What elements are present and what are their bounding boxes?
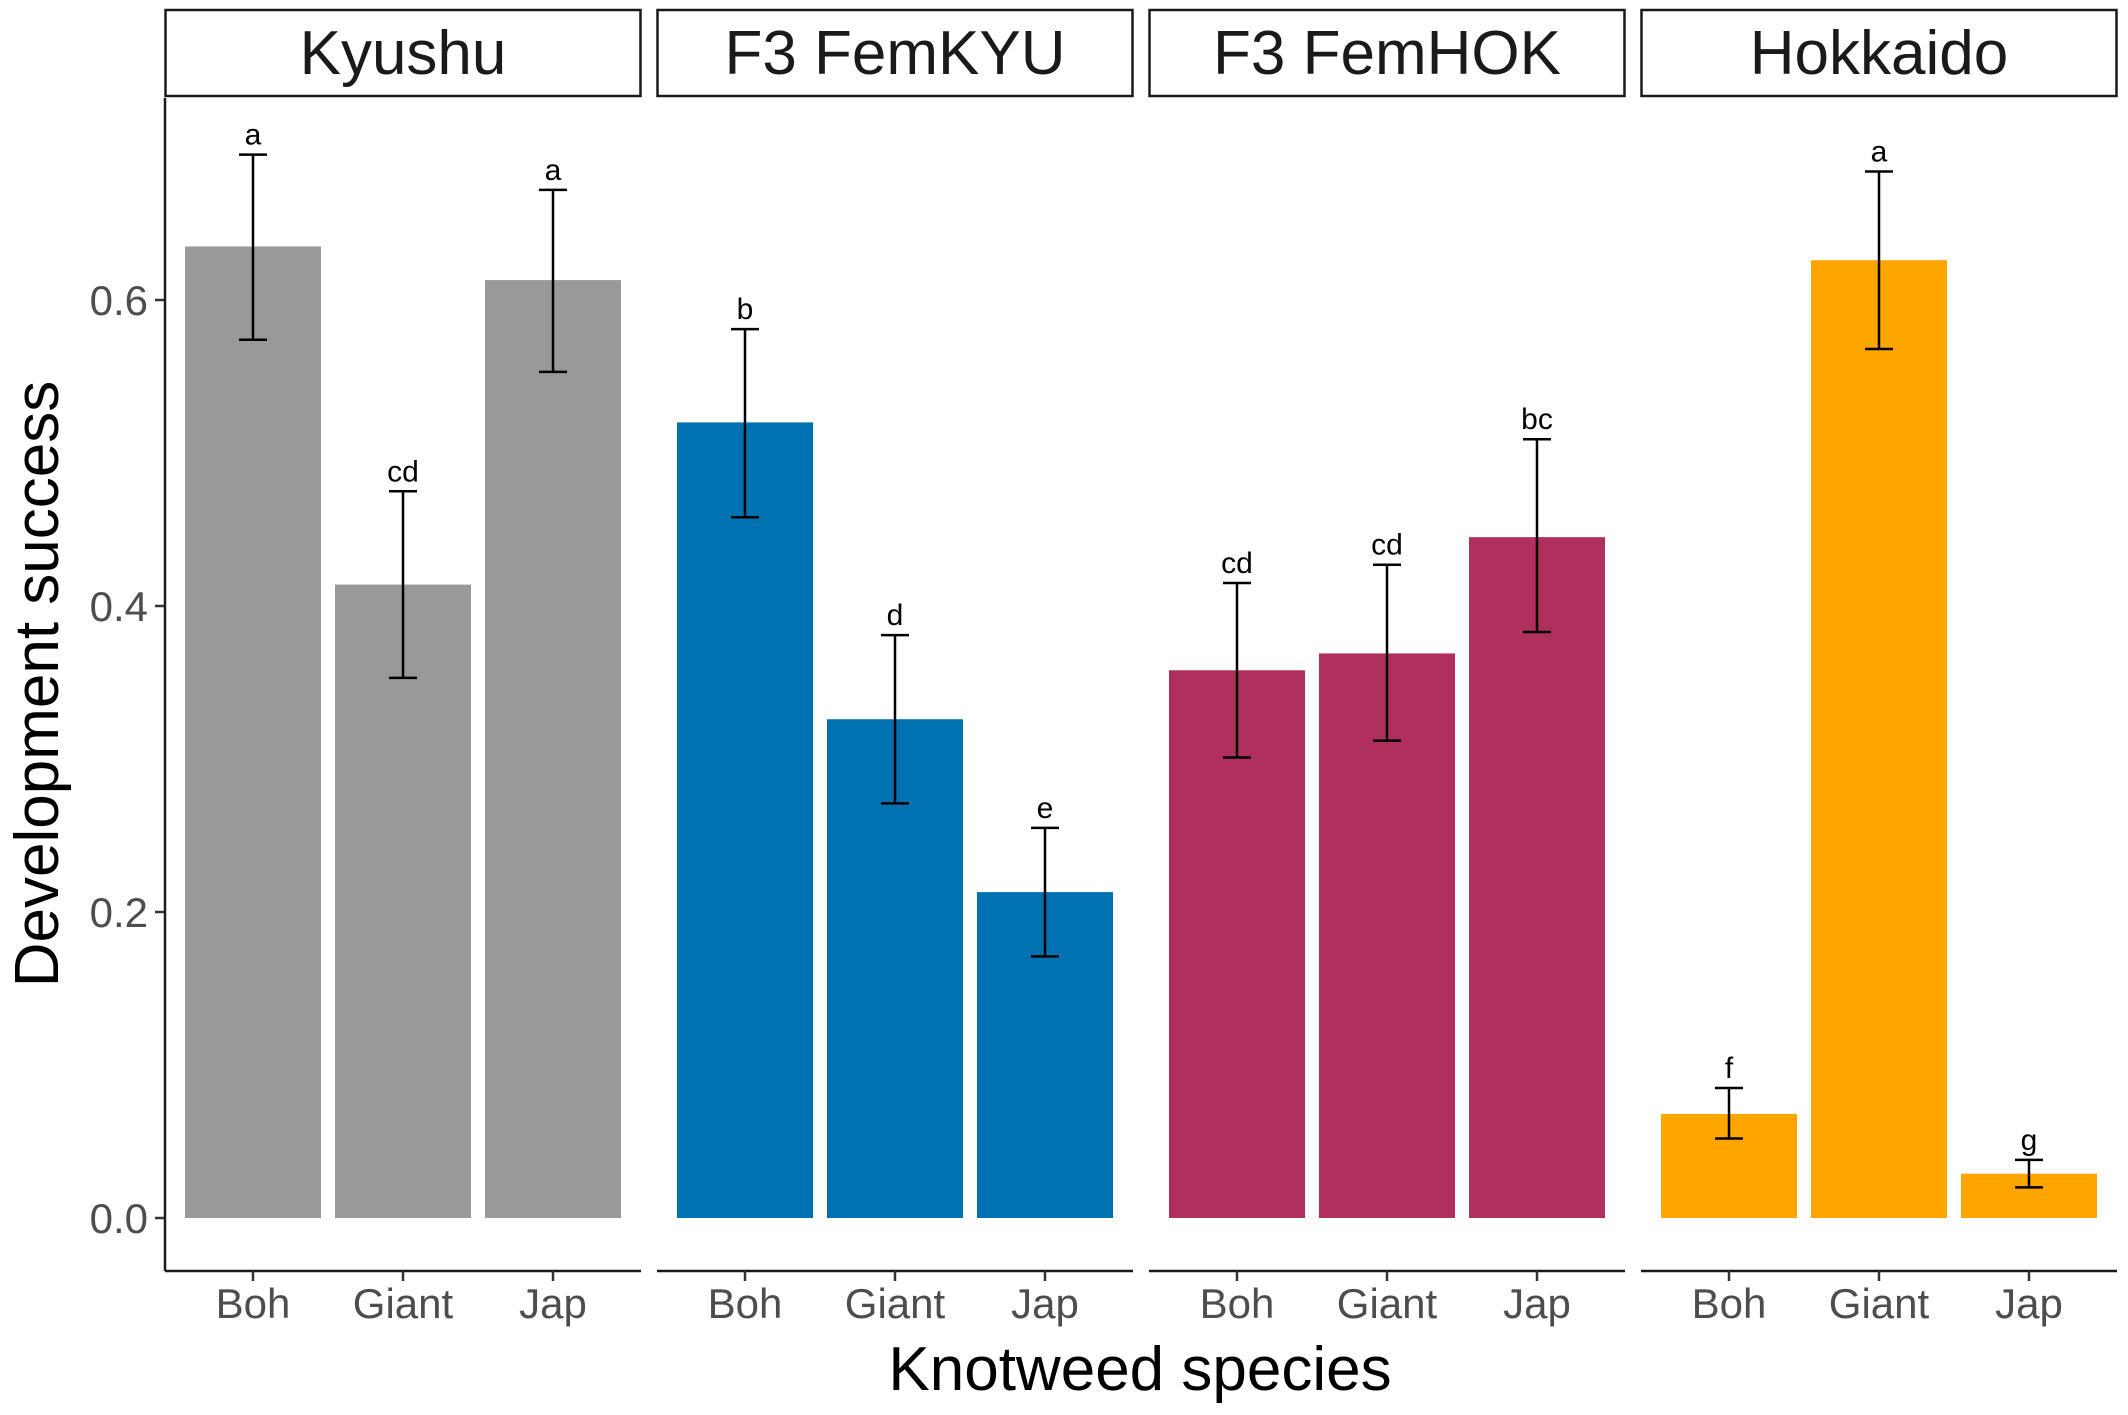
facet-strip-label: F3 FemKYU [724,19,1065,88]
x-axis-title: Knotweed species [888,1335,1391,1404]
significance-label: cd [1371,529,1403,562]
x-tick-label: Giant [1337,1280,1438,1327]
significance-label: cd [1221,547,1253,580]
significance-label: f [1725,1052,1734,1085]
significance-label: a [245,119,262,152]
facet-strip [656,8,1134,98]
facet-panel: Hokkaido f Boh a Giant g Jap [1640,8,2118,1327]
bar [677,422,813,1218]
x-tick-label: Giant [1829,1280,1930,1327]
facet-strip-label: Kyushu [300,19,507,88]
bar [1469,537,1605,1218]
y-tick-label: 0.2 [90,889,148,936]
significance-label: bc [1521,403,1553,436]
significance-label: b [737,293,754,326]
x-tick-label: Boh [708,1280,783,1327]
x-tick-label: Boh [216,1280,291,1327]
significance-label: g [2021,1124,2038,1157]
y-axis-title: Development success [3,381,72,988]
y-tick-label: 0.4 [90,583,148,630]
facet-strip [1148,8,1626,98]
facet-strip [164,8,642,98]
facet-panels: Kyushu a Boh cd Giant a Jap F3 FemKYU b Boh d Giant… [163,8,2118,1327]
facet-strip-label: F3 FemHOK [1213,19,1561,88]
x-tick-label: Jap [1011,1280,1079,1327]
x-tick-label: Giant [353,1280,454,1327]
x-tick-label: Jap [1995,1280,2063,1327]
significance-label: d [887,599,904,632]
y-tick-label: 0.6 [90,277,148,324]
significance-label: a [1871,135,1888,168]
y-tick-label: 0.0 [90,1195,148,1242]
bar [485,280,621,1218]
bar [1811,260,1947,1219]
y-axis: 0.0 0.2 0.4 0.6 [90,277,165,1242]
facet-panel: Kyushu a Boh cd Giant a Jap [163,8,642,1327]
x-tick-label: Jap [519,1280,587,1327]
bar [1319,653,1455,1218]
bar [1169,670,1305,1218]
bar [335,584,471,1218]
facet-strip-label: Hokkaido [1750,19,2008,88]
significance-label: a [545,154,562,187]
x-tick-label: Boh [1692,1280,1767,1327]
bar [185,246,321,1218]
facet-strip [1640,8,2118,98]
facet-panel: F3 FemHOK cd Boh cd Giant bc Jap [1148,8,1626,1327]
significance-label: e [1037,792,1054,825]
x-tick-label: Jap [1503,1280,1571,1327]
x-tick-label: Giant [845,1280,946,1327]
x-tick-label: Boh [1200,1280,1275,1327]
significance-label: cd [387,455,419,488]
facet-panel: F3 FemKYU b Boh d Giant e Jap [656,8,1134,1327]
